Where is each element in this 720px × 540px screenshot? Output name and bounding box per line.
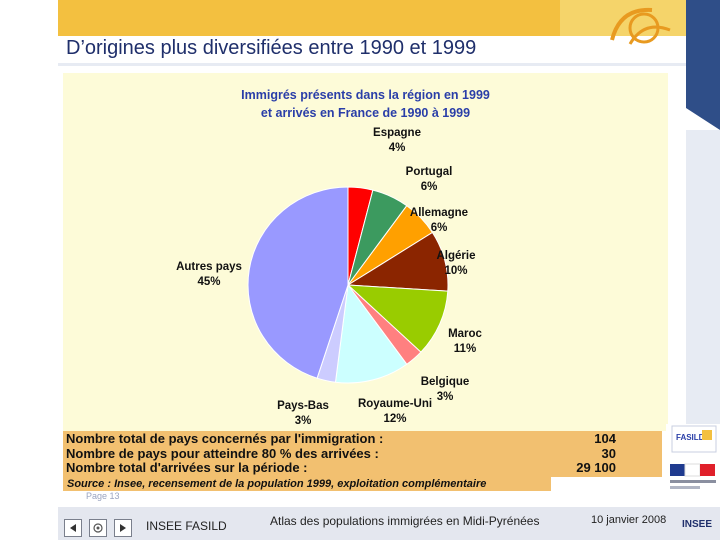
summary-row: Nombre total d'arrivées sur la période :… — [66, 461, 656, 475]
slice-label-percent: 11% — [453, 343, 477, 355]
home-icon — [93, 523, 103, 533]
prev-slide-button[interactable] — [64, 519, 82, 537]
chart-subtitle: et arrivés en France de 1990 à 1999 — [260, 106, 471, 120]
slice-label-name: Pays-Bas — [277, 400, 329, 412]
source-bar: Source : Insee, recensement de la popula… — [63, 477, 551, 491]
next-slide-button[interactable] — [114, 519, 132, 537]
triangle-left-icon — [70, 524, 76, 532]
page-number: Page 13 — [86, 491, 120, 501]
slice-label: Belgique 3% — [395, 375, 495, 405]
slice-label-name: Maroc — [448, 328, 482, 340]
slice-label-name: Espagne — [373, 127, 421, 139]
chart-panel: Immigrés présents dans la région en 1999… — [63, 73, 668, 431]
slice-label: Autres pays 45% — [159, 260, 259, 290]
slice-label-name: Royaume-Uni — [357, 398, 433, 410]
footer-left-block — [0, 507, 58, 540]
slice-label-percent: 3% — [436, 391, 454, 403]
source-note: Source : Insee, recensement de la popula… — [67, 478, 487, 490]
slice-label: Portugal 6% — [379, 165, 479, 195]
triangle-right-icon — [120, 524, 126, 532]
slice-label: Pays-Bas 3% — [253, 399, 353, 429]
slice-label-percent: 3% — [294, 415, 312, 427]
slice-label-percent: 6% — [420, 181, 438, 193]
fasild-logo-text: FASILD — [676, 433, 705, 442]
slice-label-percent: 4% — [388, 142, 406, 154]
footer-org: INSEE FASILD — [146, 519, 227, 533]
partner-logos: FASILD — [666, 424, 720, 496]
home-button[interactable] — [89, 519, 107, 537]
slide-title: D’origines plus diversifiées entre 1990 … — [66, 37, 477, 59]
summary-row: Nombre total de pays concernés par l'imm… — [66, 432, 656, 446]
slice-label-name: Algérie — [436, 250, 476, 262]
summary-value: 29 100 — [576, 460, 616, 475]
pie-chart — [247, 186, 449, 384]
summary-value: 30 — [601, 446, 616, 461]
slice-label-percent: 45% — [197, 276, 221, 288]
pie-slice-royaume-uni — [334, 283, 408, 384]
slice-label: Royaume-Uni 12% — [345, 397, 445, 427]
summary-row: Nombre de pays pour atteindre 80 % des a… — [66, 447, 656, 461]
footer-date: 10 janvier 2008 — [591, 514, 667, 526]
right-decor-notch — [686, 108, 720, 130]
slice-label-name: Belgique — [420, 376, 470, 388]
brand-swoosh-icon — [610, 7, 671, 45]
slice-label-name: Autres pays — [176, 261, 242, 273]
summary-label: Nombre de pays pour atteindre 80 % des a… — [66, 446, 379, 461]
slice-label: Espagne 4% — [347, 126, 447, 156]
slice-label: Allemagne 6% — [389, 206, 489, 236]
slice-label-name: Portugal — [405, 166, 453, 178]
insee-logo: INSEE — [682, 519, 713, 530]
right-decor-panel — [686, 130, 720, 430]
slice-label: Maroc 11% — [415, 327, 515, 357]
slice-label: Algérie 10% — [406, 249, 506, 279]
footer-atlas-title: Atlas des populations immigrées en Midi-… — [270, 514, 540, 528]
slice-label-percent: 12% — [383, 413, 407, 425]
summary-table: Nombre total de pays concernés par l'imm… — [63, 431, 662, 477]
summary-label: Nombre total de pays concernés par l'imm… — [66, 431, 384, 446]
partner-logos-graphic: FASILD — [666, 425, 720, 496]
chart-title: Immigrés présents dans la région en 1999 — [241, 88, 490, 102]
pie-slice-maroc — [346, 284, 449, 353]
slice-label-name: Allemagne — [409, 207, 469, 219]
summary-value: 104 — [594, 431, 616, 446]
slice-label-percent: 10% — [444, 265, 468, 277]
title-divider — [58, 63, 686, 66]
summary-label: Nombre total d'arrivées sur la période : — [66, 460, 308, 475]
slice-label-percent: 6% — [430, 222, 448, 234]
pie-slice-autres-pays — [247, 186, 349, 379]
